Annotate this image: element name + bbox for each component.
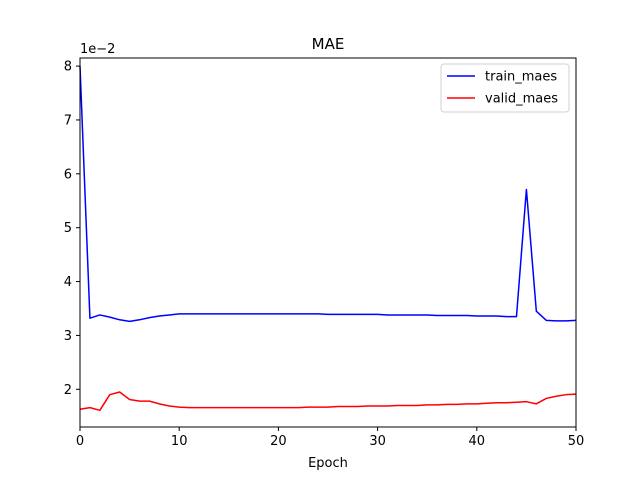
y-tick-label: 2 xyxy=(64,383,72,398)
x-tick-label: 20 xyxy=(270,434,287,449)
y-tick-label: 4 xyxy=(64,275,72,290)
series-line-train_maes xyxy=(79,66,577,323)
y-offset-label: 1e−2 xyxy=(80,42,115,57)
x-axis-ticks: 0 10 20 30 40 50 xyxy=(76,427,584,449)
y-tick-label: 3 xyxy=(64,329,72,344)
series-line-valid_maes xyxy=(79,391,577,412)
x-tick-label: 10 xyxy=(171,434,188,449)
x-tick-label: 30 xyxy=(369,434,386,449)
chart-title: MAE xyxy=(312,35,345,53)
x-tick-label: 0 xyxy=(76,434,84,449)
legend: train_maes valid_maes xyxy=(440,63,570,113)
legend-label-train_maes: train_maes xyxy=(485,70,557,85)
axes-frame xyxy=(79,57,577,428)
x-tick-label: 40 xyxy=(469,434,486,449)
y-axis-ticks: 2 3 4 5 6 7 8 xyxy=(64,60,80,398)
legend-label-valid_maes: valid_maes xyxy=(485,92,558,107)
y-tick-label: 7 xyxy=(64,113,72,128)
y-tick-label: 6 xyxy=(64,167,72,182)
plot-lines xyxy=(79,66,577,412)
x-axis-label: Epoch xyxy=(308,456,348,471)
y-tick-label: 5 xyxy=(64,221,72,236)
y-tick-label: 8 xyxy=(64,60,72,75)
x-tick-label: 50 xyxy=(568,434,585,449)
